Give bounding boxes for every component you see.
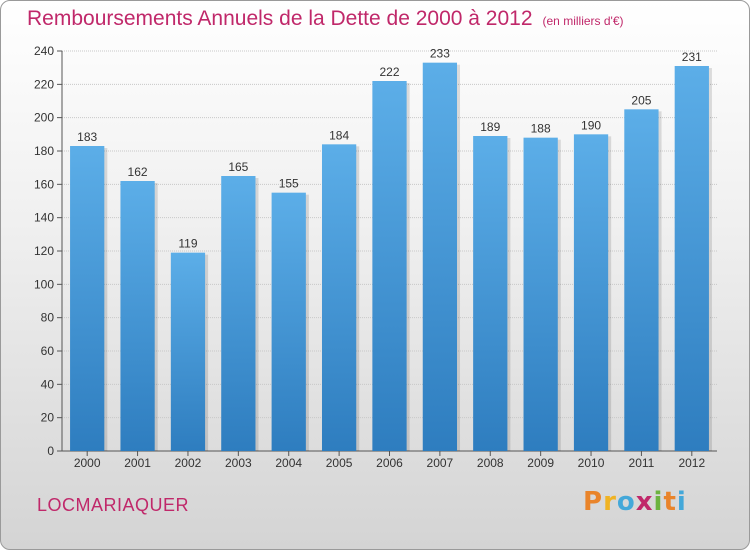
data-label: 162 [128,165,148,179]
bar-2010 [573,134,609,452]
x-tick-label: 2011 [629,456,655,470]
y-tick-label: 160 [34,177,54,191]
data-label: 231 [682,50,702,64]
y-tick-label: 140 [34,211,54,225]
y-tick-label: 80 [41,311,55,325]
bar-2004 [271,192,306,451]
bar-2007 [422,62,458,452]
y-tick-label: 180 [34,144,54,158]
chart-title: Remboursements Annuels de la Dette de 20… [27,7,624,31]
bar-2012 [674,66,709,451]
x-tick-label: 2006 [376,456,403,470]
data-label: 188 [531,122,551,136]
logo-letter: t [663,487,677,517]
x-tick-label: 2005 [326,456,353,470]
x-tick-label: 2002 [175,456,202,470]
bar-2006 [372,81,407,451]
x-tick-label: 2010 [578,456,605,470]
bar-2011 [624,109,659,451]
y-tick-label: 20 [41,411,55,425]
data-label: 222 [379,65,399,79]
labels: 0 20 40 60 80 100 120 140 160 180 200 220 240 183 2000… [34,44,706,470]
bar-2008 [473,136,508,451]
y-tick-label: 100 [34,277,54,291]
bar-2005 [321,144,357,452]
x-tick-label: 2007 [427,456,454,470]
logo-letter: i [676,487,687,517]
y-tick-label: 120 [34,244,54,258]
logo-letter: i [653,487,664,517]
x-tick-label: 2004 [275,456,302,470]
x-tick-label: 2009 [527,456,554,470]
logo-letter: P [583,487,604,517]
data-label: 184 [329,128,349,142]
x-tick-label: 2003 [225,456,252,470]
x-tick-label: 2001 [124,456,151,470]
y-tick-label: 0 [47,444,54,458]
bar-2000 [70,146,105,451]
y-tick-label: 60 [41,344,55,358]
chart-title-text: Remboursements Annuels de la Dette de 20… [27,7,533,30]
logo-letter: o [616,487,636,517]
data-label: 165 [228,160,248,174]
y-tick-label: 240 [34,44,54,58]
data-label: 189 [480,120,500,134]
data-label: 119 [178,237,197,251]
bar-2003 [221,176,256,451]
bars [70,62,712,452]
y-tick-label: 200 [34,111,54,125]
data-label: 233 [430,47,450,61]
logo-letter: x [635,487,654,517]
location-label: LOCMARIAQUER [37,495,190,515]
x-tick-label: 2000 [74,456,101,470]
proxiti-logo[interactable]: Proxiti [583,487,687,517]
data-label: 190 [581,118,601,132]
data-label: 205 [631,93,651,107]
x-tick-label: 2008 [477,456,504,470]
logo-letter: r [603,487,617,517]
x-tick-label: 2012 [678,456,705,470]
bar-2002 [170,252,206,451]
data-label: 155 [279,177,299,191]
chart-unit: (en milliers d'€) [542,14,624,28]
y-tick-label: 220 [34,77,54,91]
bar-2001 [120,181,155,451]
data-label: 183 [77,130,97,144]
y-tick-label: 40 [41,377,55,391]
bar-2009 [523,137,558,451]
